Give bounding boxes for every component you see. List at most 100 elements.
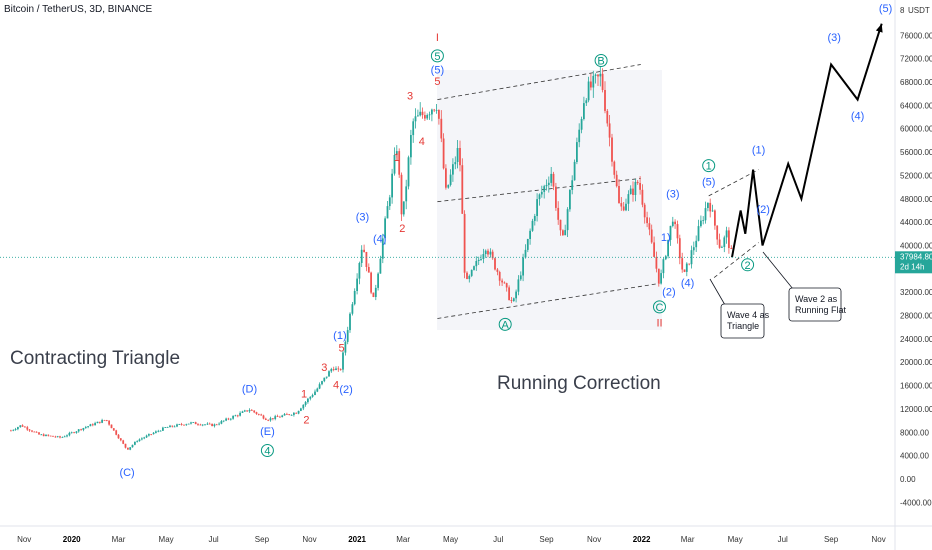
y-tick-label: 16000.00 bbox=[900, 382, 932, 391]
candle-body bbox=[162, 427, 164, 431]
candle-body bbox=[674, 221, 676, 225]
wave-label: (3) bbox=[666, 189, 679, 201]
y-tick-label: 76000.00 bbox=[900, 31, 932, 40]
candle-body bbox=[82, 428, 85, 430]
candle-body bbox=[662, 259, 665, 274]
wave-label-circle bbox=[653, 300, 666, 314]
candle-body bbox=[569, 189, 571, 210]
candle-body bbox=[124, 443, 127, 448]
candle-body bbox=[690, 250, 693, 265]
candle-body bbox=[374, 287, 377, 297]
candle-body bbox=[150, 434, 153, 435]
candle-body bbox=[70, 432, 73, 434]
candle-body bbox=[33, 431, 36, 433]
wave-label: 1) bbox=[661, 232, 671, 244]
candle-body bbox=[491, 251, 494, 259]
wave4-note-line1: Wave 4 as bbox=[727, 310, 770, 320]
candle-body bbox=[402, 201, 405, 215]
candle-body bbox=[604, 90, 606, 111]
candle-body bbox=[653, 242, 655, 257]
candle-body bbox=[358, 263, 361, 279]
wave-label: (3) bbox=[827, 32, 840, 44]
x-tick-label: May bbox=[443, 535, 458, 544]
x-tick-label: May bbox=[159, 535, 174, 544]
candle-body bbox=[283, 414, 286, 416]
candle-body bbox=[407, 157, 410, 187]
candle-body bbox=[17, 427, 19, 430]
wave-label: 1 bbox=[394, 152, 400, 164]
candle-body bbox=[356, 278, 358, 291]
candle-body bbox=[257, 414, 260, 415]
candle-body bbox=[115, 430, 118, 435]
wave-label: 5 bbox=[338, 343, 344, 355]
candle-body bbox=[122, 440, 125, 444]
candle-body bbox=[643, 204, 646, 218]
candle-body bbox=[91, 424, 94, 426]
candle-body bbox=[49, 435, 52, 437]
candle-body bbox=[365, 252, 368, 267]
candle-body bbox=[594, 74, 597, 76]
candle-body bbox=[279, 416, 281, 418]
candle-body bbox=[531, 220, 534, 231]
candle-body bbox=[89, 424, 92, 427]
candle-body bbox=[311, 395, 314, 397]
candle-body bbox=[456, 148, 459, 162]
y-tick-label: 4000.00 bbox=[900, 452, 929, 461]
candle-body bbox=[716, 225, 719, 240]
wave-label: (4) bbox=[851, 110, 864, 122]
wave-label: 2 bbox=[399, 223, 405, 235]
currency-label[interactable]: USDT bbox=[908, 6, 930, 15]
candle-body bbox=[134, 441, 136, 445]
candle-body bbox=[288, 414, 291, 415]
symbol-title[interactable]: Bitcoin / TetherUS, 3D, BINANCE bbox=[4, 4, 153, 15]
candle-body bbox=[31, 430, 33, 432]
y-tick-label: 60000.00 bbox=[900, 125, 932, 134]
candle-body bbox=[728, 230, 730, 248]
wave-label: 4 bbox=[333, 380, 339, 392]
x-tick-label: Sep bbox=[824, 535, 839, 544]
candle-body bbox=[248, 410, 251, 412]
candle-body bbox=[433, 109, 436, 111]
candle-body bbox=[678, 238, 681, 259]
candle-body bbox=[459, 148, 461, 166]
candle-body bbox=[206, 423, 209, 425]
price-axis[interactable] bbox=[895, 0, 932, 550]
y-tick-label: 52000.00 bbox=[900, 171, 932, 180]
candle-body bbox=[40, 434, 43, 436]
candle-body bbox=[660, 273, 662, 284]
candle-body bbox=[103, 420, 106, 421]
projection-arrowhead bbox=[875, 23, 883, 33]
candle-body bbox=[349, 313, 351, 331]
candle-body bbox=[316, 388, 319, 392]
candle-body bbox=[68, 432, 71, 436]
candle-body bbox=[597, 74, 599, 77]
candle-body bbox=[183, 424, 185, 426]
y-tick-label: 48000.00 bbox=[900, 195, 932, 204]
x-tick-label: Sep bbox=[255, 535, 270, 544]
candle-body bbox=[56, 436, 59, 438]
y-tick-label: 44000.00 bbox=[900, 218, 932, 227]
candle-body bbox=[108, 420, 110, 425]
candle-body bbox=[580, 119, 583, 130]
candle-body bbox=[405, 186, 408, 202]
projection-path bbox=[731, 23, 883, 258]
candle-body bbox=[414, 116, 417, 122]
candle-body bbox=[496, 269, 499, 272]
x-tick-label: 2020 bbox=[63, 535, 81, 544]
candle-body bbox=[204, 424, 206, 426]
y-tick-label: 28000.00 bbox=[900, 312, 932, 321]
candle-body bbox=[611, 137, 613, 162]
price-badge: 37984.80 2d 14h bbox=[895, 251, 932, 274]
candle-body bbox=[232, 416, 234, 419]
candle-body bbox=[526, 239, 529, 250]
price-badge-value: 37984.80 bbox=[900, 252, 932, 261]
candle-body bbox=[243, 410, 246, 412]
candle-body bbox=[505, 283, 508, 288]
candle-body bbox=[641, 189, 644, 205]
candle-body bbox=[180, 424, 183, 425]
candle-body bbox=[255, 412, 258, 414]
candle-body bbox=[143, 437, 146, 439]
candle-body bbox=[545, 185, 548, 187]
wave-label: 3 bbox=[321, 362, 327, 374]
